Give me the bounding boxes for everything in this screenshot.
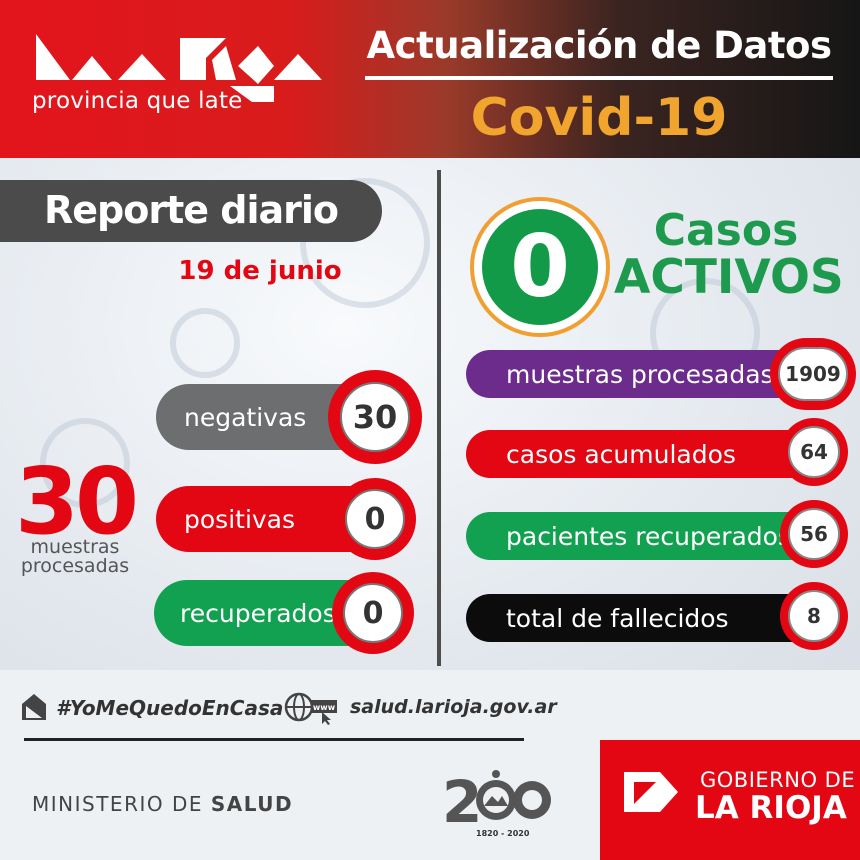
daily-stat-value: 0 (343, 583, 403, 643)
total-stat-value: 56 (788, 508, 840, 560)
total-samples-value: 30 (14, 448, 139, 555)
total-stat-value: 8 (788, 590, 840, 642)
website-link[interactable]: salud.larioja.gov.ar (350, 696, 557, 718)
report-title-pill (0, 180, 382, 242)
svg-text:www: www (313, 703, 336, 712)
total-stat-recuperados: pacientes recuperados (466, 512, 796, 560)
total-samples-label: muestras procesadas (10, 538, 140, 576)
ministry-name: SALUD (210, 792, 294, 816)
total-stat-badge: 56 (780, 500, 848, 568)
total-stat-muestras: muestras procesadas (466, 350, 796, 398)
daily-stat-badge: 30 (328, 370, 422, 464)
daily-stat-label: recuperados (180, 598, 336, 628)
total-stat-badge: 8 (780, 582, 848, 650)
virus-decoration-icon (170, 308, 240, 378)
total-stat-label: casos acumulados (506, 439, 736, 469)
header-divider (365, 76, 833, 80)
daily-stat-badge: 0 (334, 478, 416, 560)
website-globe-icon: www (284, 692, 337, 725)
anniversary-years: 1820 - 2020 (476, 829, 530, 838)
report-date: 19 de junio (178, 256, 342, 286)
home-icon (22, 694, 46, 720)
total-stat-fallecidos: total de fallecidos (466, 594, 796, 642)
report-title: Reporte diario (44, 188, 339, 232)
total-stat-value: 1909 (778, 347, 848, 401)
active-cases-value: 0 (482, 209, 598, 325)
daily-stat-label: negativas (184, 402, 307, 432)
total-stat-casos: casos acumulados (466, 430, 796, 478)
daily-stat-positivas: positivas (156, 486, 366, 552)
total-samples-label-line2: procesadas (20, 555, 130, 577)
covid-title: Covid-19 (470, 88, 728, 148)
active-cases-label-line1: Casos (653, 205, 799, 256)
hashtag-text: #YoMeQuedoEnCasa (56, 696, 284, 720)
total-stat-badge: 64 (780, 418, 848, 486)
footer-divider (24, 738, 524, 741)
total-stat-label: pacientes recuperados (506, 521, 791, 551)
la-rioja-logo (36, 34, 322, 102)
daily-stat-value: 0 (345, 489, 405, 549)
ministry-label: MINISTERIO DE SALUD (32, 792, 293, 816)
daily-stat-recuperados: recuperados (154, 580, 364, 646)
virus-decoration-icon (300, 178, 430, 308)
active-cases-label-line2: ACTIVOS (614, 250, 844, 305)
ministry-prefix: MINISTERIO DE (32, 792, 211, 816)
government-logo-icon (624, 772, 678, 812)
daily-stat-value: 30 (340, 382, 410, 452)
government-line1: GOBIERNO DE (700, 768, 856, 792)
total-stat-badge: 1909 (770, 338, 856, 410)
government-line2: LA RIOJA (695, 790, 847, 826)
logo-tagline: provincia que late (32, 88, 243, 114)
svg-text:2: 2 (442, 768, 482, 836)
bicentennial-seal-icon: 2 (442, 768, 551, 836)
active-cases-badge: 0 (470, 197, 610, 337)
column-divider (437, 170, 441, 666)
daily-stat-badge: 0 (332, 572, 414, 654)
daily-stat-label: positivas (184, 504, 296, 534)
update-title: Actualización de Datos (366, 24, 832, 67)
virus-decoration-icon (40, 418, 130, 508)
total-stat-label: total de fallecidos (506, 603, 729, 633)
total-stat-label: muestras procesadas (506, 359, 774, 389)
total-samples-label-line1: muestras (30, 536, 120, 558)
total-stat-value: 64 (788, 426, 840, 478)
